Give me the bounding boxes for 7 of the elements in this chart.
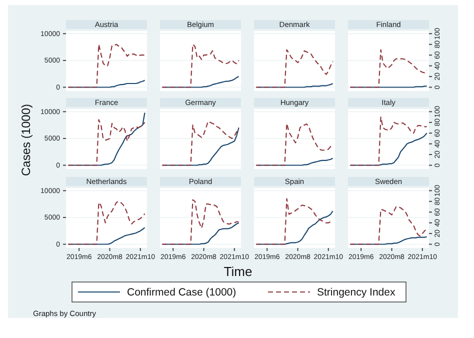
line-series [350, 206, 428, 245]
x-axis-title: Time [224, 264, 252, 279]
legend-label: Stringency Index [317, 286, 396, 299]
y-axis-title: Cases (1000) [19, 104, 33, 176]
legend-label: Confirmed Case (1000) [127, 286, 236, 299]
line-series [350, 116, 428, 166]
line-series [350, 49, 428, 88]
